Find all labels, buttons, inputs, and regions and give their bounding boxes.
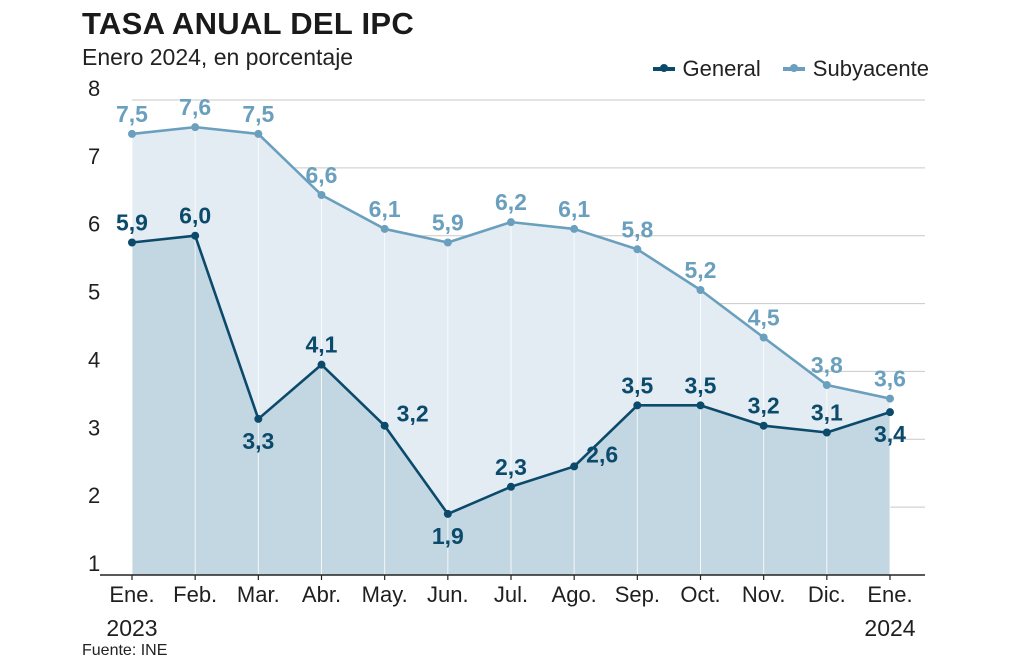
data-label-general: 4,1 [306, 332, 338, 358]
x-tick-label: Ago. [552, 582, 597, 607]
point-general [570, 462, 579, 471]
data-label-general: 3,5 [621, 372, 653, 398]
data-label-subyacente: 4,5 [748, 305, 780, 331]
point-general [254, 414, 263, 423]
y-tick-label: 4 [88, 347, 100, 372]
x-tick-label: Mar. [237, 582, 280, 607]
x-year-label: 2024 [864, 615, 915, 641]
y-tick-label: 6 [88, 212, 100, 237]
point-subyacente [696, 286, 705, 294]
x-tick-label: Oct. [680, 582, 720, 607]
x-tick-label: Dic. [808, 582, 846, 607]
data-label-general: 3,2 [397, 401, 429, 427]
x-tick-label: Nov. [742, 582, 786, 607]
x-tick-label: Jul. [494, 582, 528, 607]
point-subyacente [507, 218, 515, 227]
data-label-general: 3,2 [748, 393, 780, 419]
data-label-general: 3,3 [242, 428, 274, 454]
point-subyacente [759, 333, 768, 342]
point-general [633, 401, 642, 410]
y-tick-label: 7 [88, 144, 100, 169]
legend-item-subyacente: Subyacente [782, 56, 929, 82]
point-subyacente [380, 224, 389, 233]
point-general [822, 428, 831, 437]
point-general [128, 238, 136, 247]
chart-subtitle: Enero 2024, en porcentaje [82, 44, 354, 70]
x-tick-label: Sep. [615, 582, 660, 607]
data-label-general: 3,1 [811, 400, 843, 426]
point-subyacente [443, 238, 452, 247]
y-tick-label: 1 [88, 551, 100, 576]
data-label-subyacente: 5,9 [432, 210, 464, 236]
data-label-subyacente: 7,5 [242, 101, 274, 127]
data-label-general: 1,9 [432, 523, 464, 549]
y-tick-label: 3 [88, 415, 100, 440]
point-general [191, 231, 200, 240]
legend-item-general: General [652, 56, 761, 82]
data-label-subyacente: 5,2 [685, 257, 717, 283]
point-subyacente [191, 123, 200, 132]
data-label-subyacente: 7,6 [179, 94, 211, 120]
y-tick-label: 2 [88, 483, 100, 508]
x-tick-label: Jun. [427, 582, 469, 607]
point-subyacente [570, 224, 579, 233]
data-label-subyacente: 3,6 [874, 366, 906, 392]
legend-label-general: General [682, 56, 761, 81]
point-subyacente [822, 381, 831, 389]
point-general [380, 421, 389, 430]
y-tick-label: 8 [88, 76, 100, 101]
point-subyacente [128, 129, 136, 138]
x-tick-label: Ene. [109, 582, 154, 607]
data-label-general: 2,6 [586, 441, 618, 467]
point-general [507, 482, 515, 491]
data-label-general: 3,4 [874, 421, 906, 447]
data-label-subyacente: 6,1 [369, 196, 401, 222]
x-tick-label: May. [362, 582, 408, 607]
data-label-subyacente: 7,5 [116, 101, 148, 127]
data-label-subyacente: 5,8 [621, 216, 653, 242]
legend-swatch-general [652, 64, 675, 72]
x-tick-label: Feb. [173, 582, 217, 607]
x-tick-label: Abr. [302, 582, 341, 607]
point-general [886, 408, 894, 417]
chart-title: TASA ANUAL DEL IPC [82, 6, 415, 41]
y-tick-label: 5 [88, 280, 100, 305]
source-note: Fuente: INE [82, 642, 168, 659]
point-subyacente [886, 394, 894, 403]
legend: General Subyacente [652, 56, 929, 82]
point-subyacente [317, 191, 326, 199]
data-label-general: 2,3 [495, 454, 527, 480]
data-label-general: 3,5 [685, 372, 717, 398]
point-subyacente [633, 245, 642, 254]
x-tick-label: Ene. [867, 582, 912, 607]
x-year-label: 2023 [106, 615, 157, 641]
point-general [696, 401, 705, 410]
point-general [759, 421, 768, 430]
data-label-subyacente: 3,8 [811, 352, 843, 378]
data-label-general: 6,0 [179, 203, 211, 229]
data-label-subyacente: 6,2 [495, 189, 527, 215]
legend-label-subyacente: Subyacente [812, 56, 929, 81]
point-general [317, 360, 326, 369]
point-subyacente [254, 129, 263, 138]
data-label-subyacente: 6,1 [558, 196, 590, 222]
legend-swatch-subyacente [782, 64, 805, 72]
data-label-subyacente: 6,6 [306, 162, 338, 188]
data-label-general: 5,9 [116, 210, 148, 236]
point-general [443, 509, 452, 518]
